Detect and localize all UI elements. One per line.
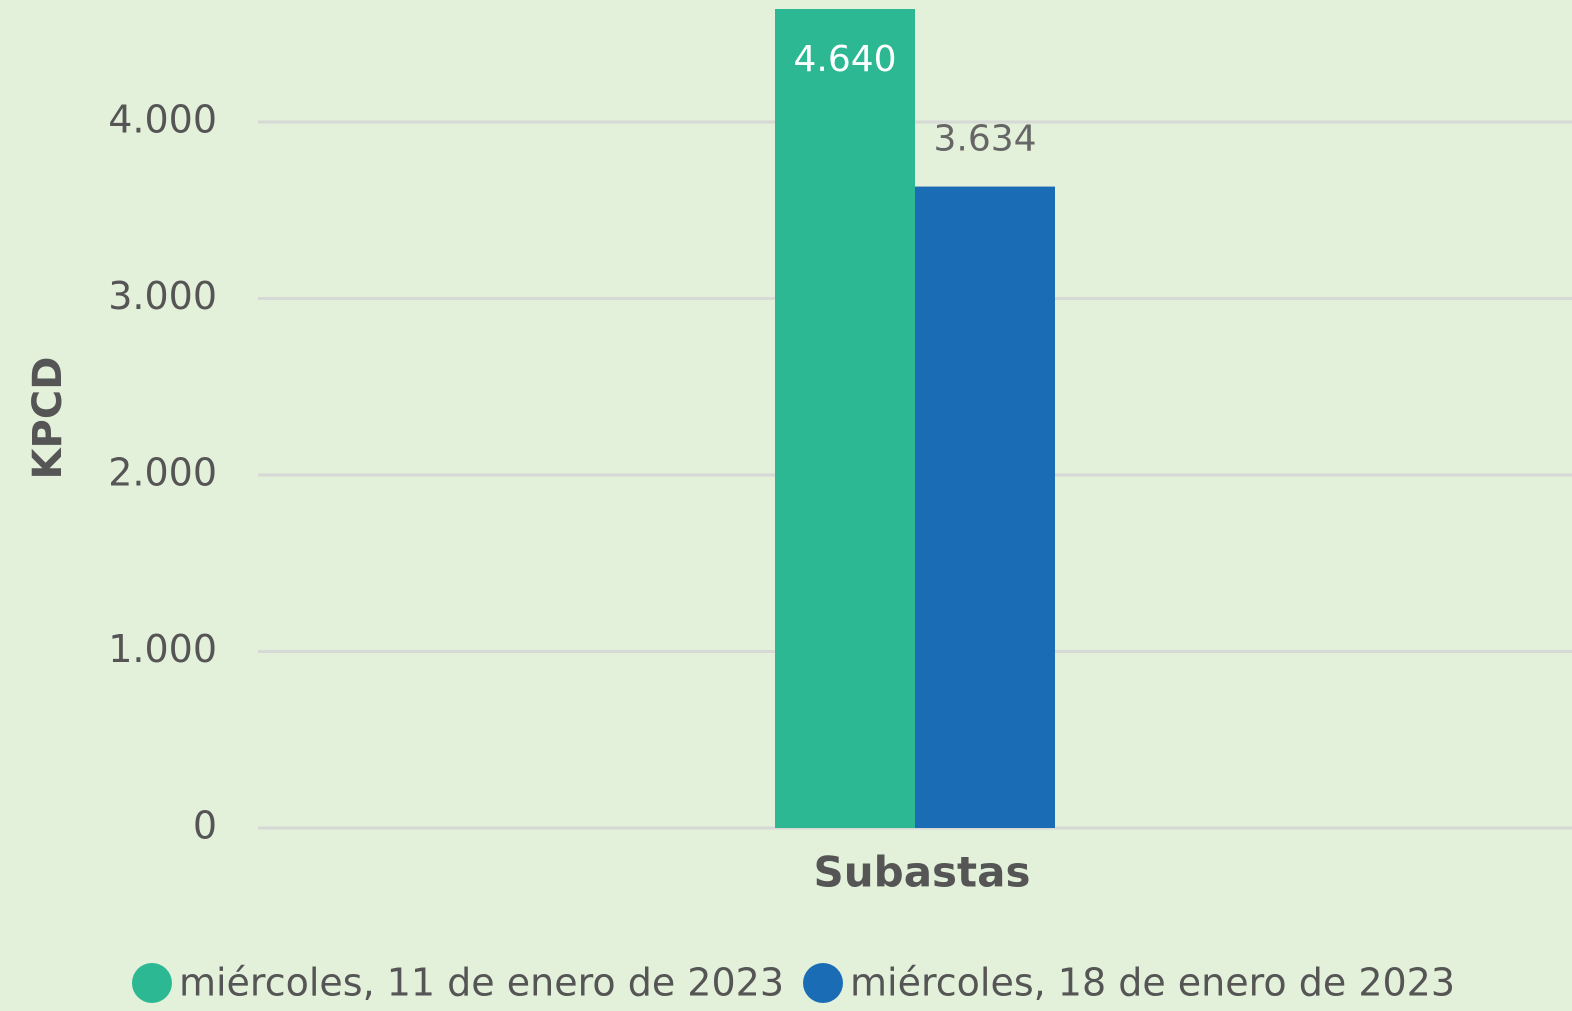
y-tick-label: 3.000 <box>108 274 217 318</box>
legend-label: miércoles, 18 de enero de 2023 <box>850 961 1455 1005</box>
data-label: 4.640 <box>793 39 896 80</box>
y-tick-label: 1.000 <box>108 627 217 671</box>
x-tick-label: Subastas <box>814 848 1031 897</box>
legend-marker <box>803 963 843 1003</box>
y-axis-title: KPCD <box>25 357 71 480</box>
bar <box>915 186 1055 828</box>
bar <box>775 9 915 828</box>
legend-marker <box>131 963 172 1003</box>
y-tick-label: 4.000 <box>108 97 217 141</box>
y-tick-label: 2.000 <box>108 450 217 494</box>
y-tick-label: 0 <box>193 804 217 848</box>
legend-label: miércoles, 11 de enero de 2023 <box>179 961 784 1005</box>
data-label: 3.634 <box>933 119 1036 160</box>
